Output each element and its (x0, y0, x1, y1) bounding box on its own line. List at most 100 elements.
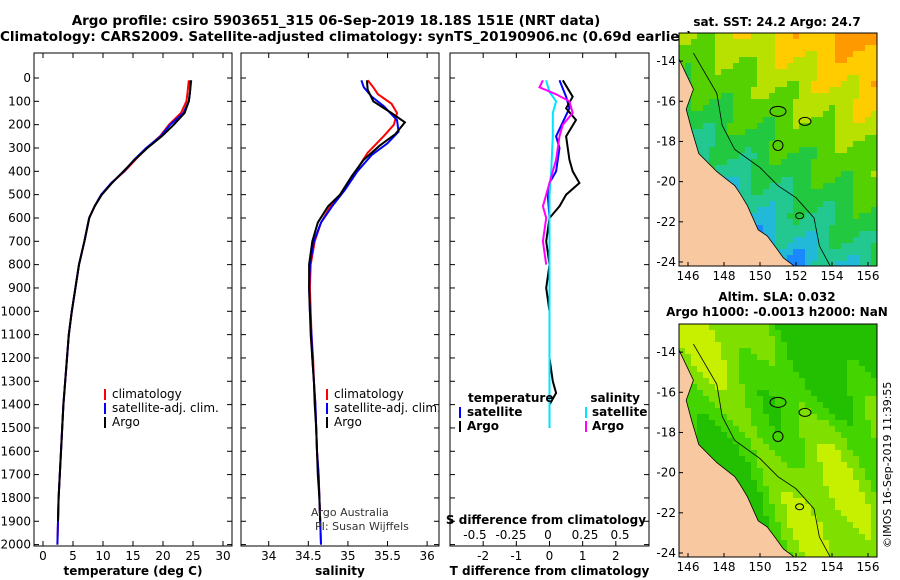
map-cell (793, 360, 799, 366)
map-cell (853, 261, 859, 266)
map-cell (775, 486, 781, 492)
map-cell (781, 324, 787, 330)
map-cell (799, 432, 805, 438)
map-cell (703, 366, 709, 372)
map-cell (751, 390, 757, 396)
map-cell (769, 414, 775, 420)
map-cell (721, 372, 727, 378)
map-cell (799, 207, 805, 213)
map-cell (829, 492, 835, 498)
map-cell (769, 462, 775, 468)
map-cell (793, 336, 799, 342)
map-cell (823, 510, 829, 516)
map-cell (799, 324, 805, 330)
map-cell (823, 534, 829, 540)
map-cell (811, 390, 817, 396)
map-cell (727, 39, 733, 45)
map-y-tick-label: -24 (656, 546, 676, 560)
y-tick-label: 100 (8, 94, 31, 108)
map-cell (865, 396, 871, 402)
map-cell (715, 408, 721, 414)
map-cell (817, 135, 823, 141)
map-cell (745, 330, 751, 336)
map-cell (715, 75, 721, 81)
map-cell (745, 39, 751, 45)
map-cell (703, 63, 709, 69)
map-cell (811, 336, 817, 342)
map-cell (745, 396, 751, 402)
map-cell (829, 231, 835, 237)
map-cell (745, 426, 751, 432)
map-cell (811, 516, 817, 522)
map-cell (805, 141, 811, 147)
map-cell (823, 153, 829, 159)
map-cell (865, 504, 871, 510)
map-cell (799, 87, 805, 93)
map-cell (763, 420, 769, 426)
map-cell (763, 141, 769, 147)
map-cell (871, 504, 877, 510)
map-cell (715, 396, 721, 402)
x-tick-label-s: -0.25 (495, 528, 526, 542)
map-cell (727, 63, 733, 69)
map-cell (799, 105, 805, 111)
map-cell (853, 336, 859, 342)
map-cell (739, 135, 745, 141)
map-cell (835, 420, 841, 426)
map-cell (853, 171, 859, 177)
map-cell (853, 468, 859, 474)
map-cell (841, 366, 847, 372)
map-cell (817, 330, 823, 336)
map-cell (781, 384, 787, 390)
map-cell (745, 342, 751, 348)
map-cell (769, 528, 775, 534)
map-cell (835, 456, 841, 462)
map-cell (745, 201, 751, 207)
map-cell (817, 372, 823, 378)
map-cell (817, 57, 823, 63)
map-cell (793, 510, 799, 516)
map-cell (787, 243, 793, 249)
map-cell (847, 414, 853, 420)
map-cell (841, 135, 847, 141)
map-cell (697, 426, 703, 432)
y-tick-label: 800 (8, 258, 31, 272)
map-cell (847, 219, 853, 225)
map-cell (865, 342, 871, 348)
map-cell (793, 456, 799, 462)
map-cell (859, 450, 865, 456)
x-tick-label-s: 0 (544, 528, 552, 542)
map-cell (769, 225, 775, 231)
map-cell (829, 177, 835, 183)
map-cell (817, 147, 823, 153)
map-cell (727, 336, 733, 342)
map-cell (679, 336, 685, 342)
map-cell (829, 159, 835, 165)
map-cell (841, 45, 847, 51)
map-cell (685, 396, 691, 402)
map-cell (721, 33, 727, 39)
map-cell (709, 111, 715, 117)
map-cell (871, 243, 877, 249)
map-cell (817, 39, 823, 45)
map-cell (835, 219, 841, 225)
map-cell (715, 135, 721, 141)
map-cell (829, 354, 835, 360)
y-tick-label: 700 (8, 234, 31, 248)
map-cell (751, 408, 757, 414)
map-cell (775, 522, 781, 528)
map-cell (823, 93, 829, 99)
map-cell (829, 195, 835, 201)
map-cell (709, 408, 715, 414)
map-cell (829, 237, 835, 243)
reef-outline (795, 503, 805, 511)
map-cell (775, 39, 781, 45)
map-cell (787, 105, 793, 111)
map-cell (781, 183, 787, 189)
map-cell (787, 231, 793, 237)
map-cell (727, 420, 733, 426)
map-cell (847, 480, 853, 486)
map-cell (859, 123, 865, 129)
map-cell (745, 81, 751, 87)
map-cell (799, 384, 805, 390)
